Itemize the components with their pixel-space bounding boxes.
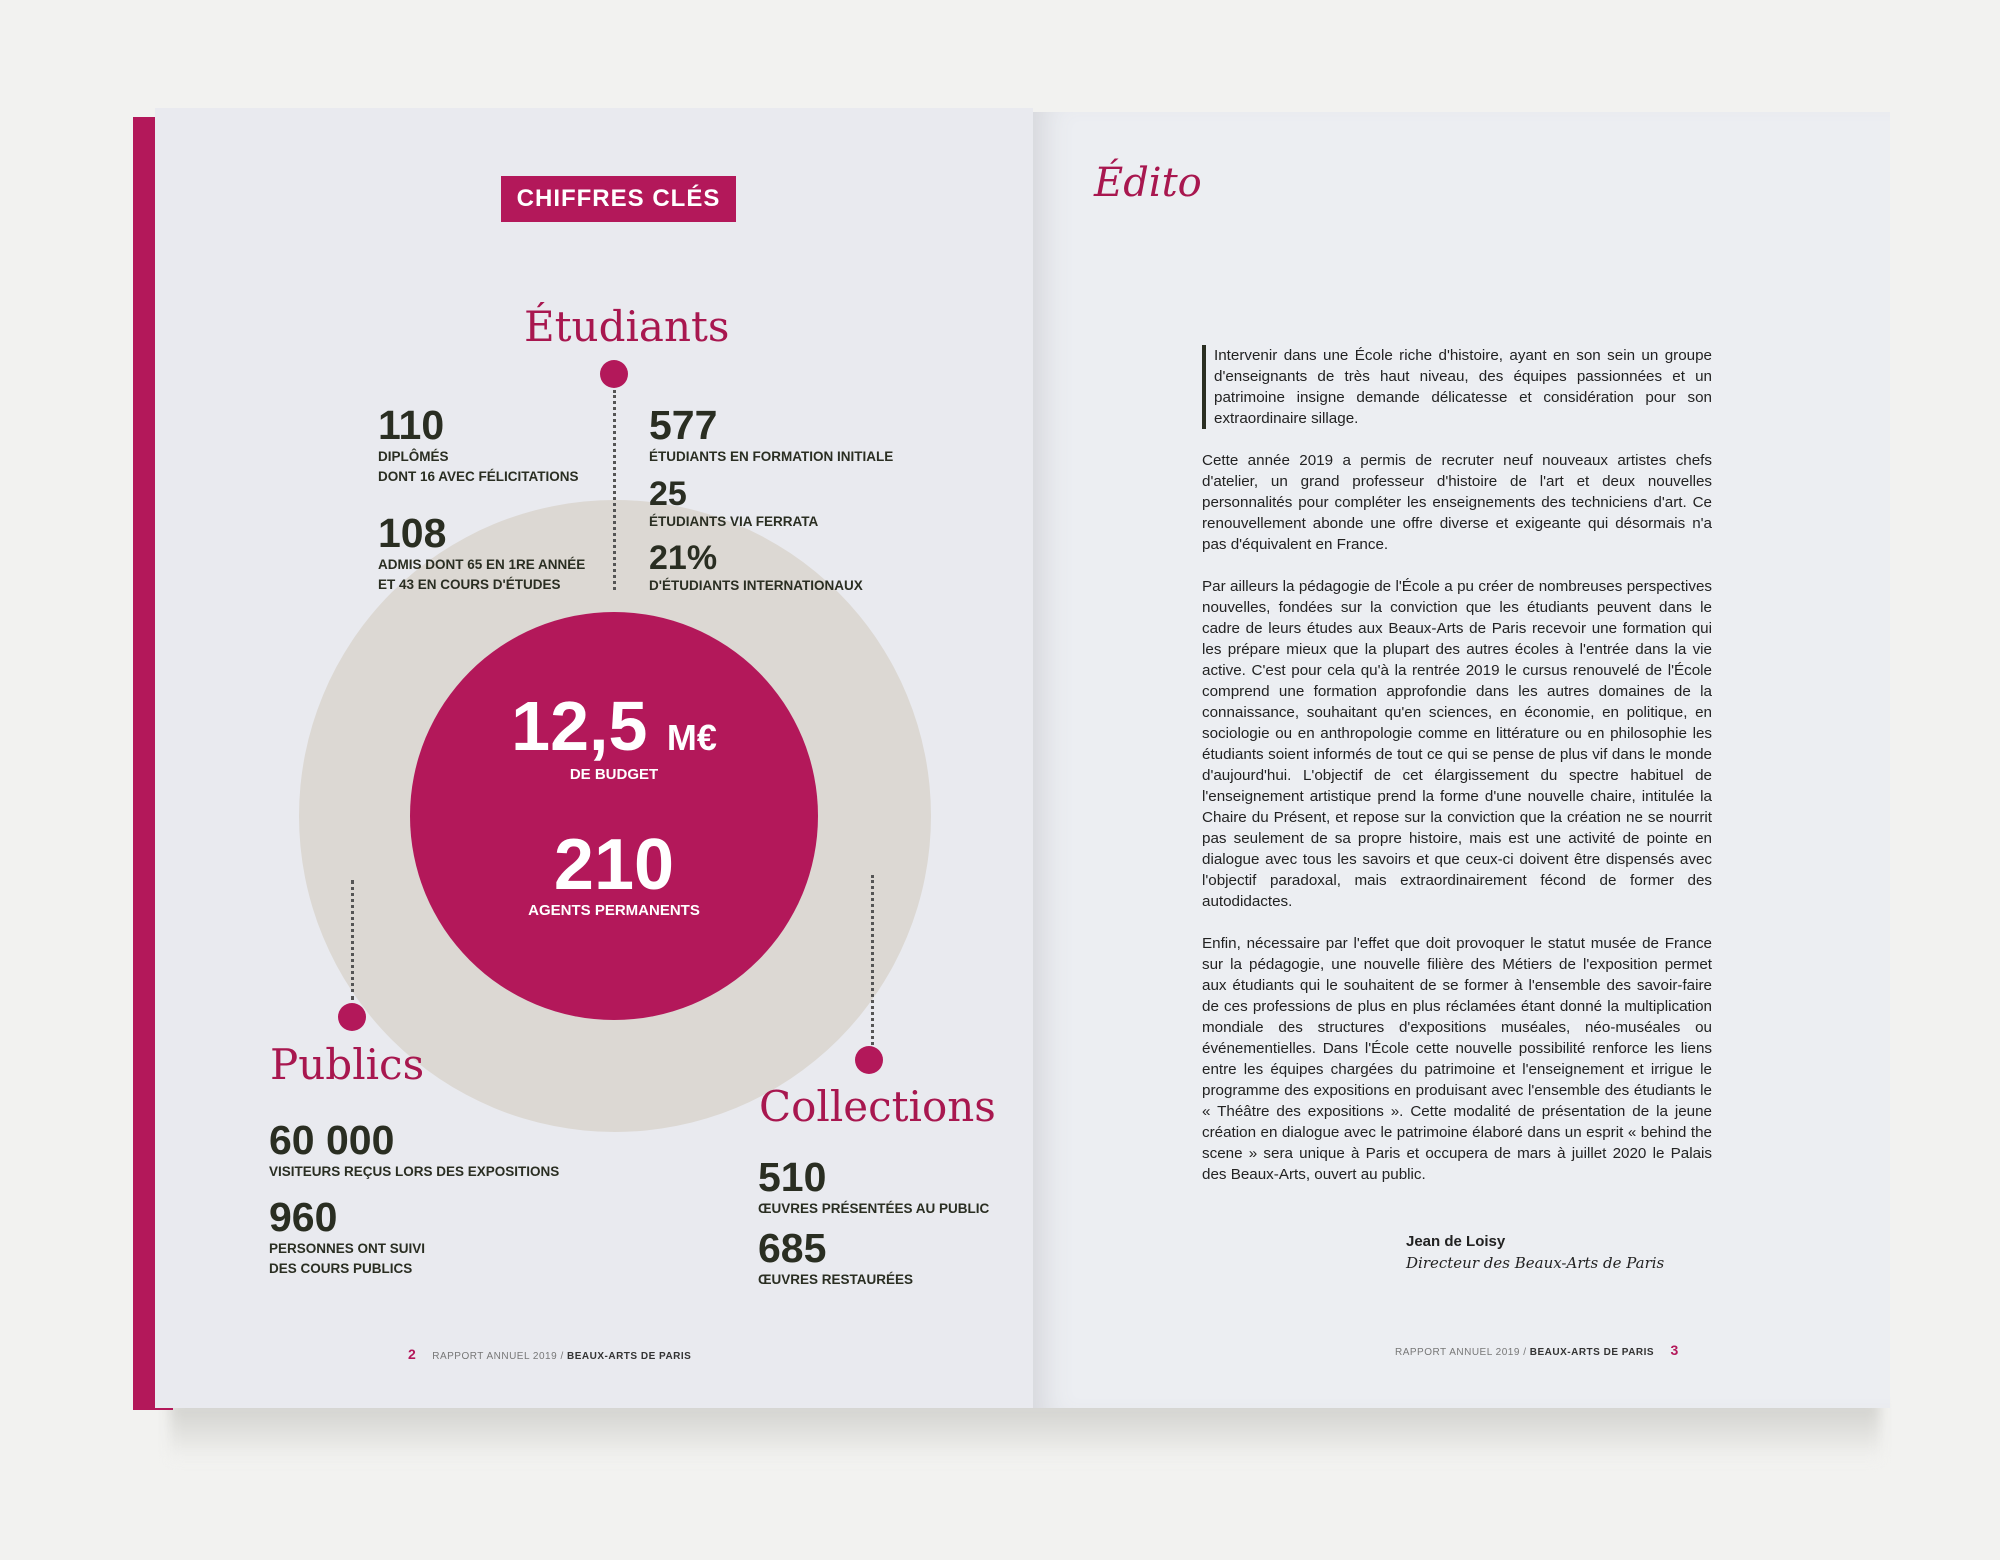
stat-internationaux: 21% D'ÉTUDIANTS INTERNATIONAUX: [649, 540, 863, 596]
signature-name: Jean de Loisy: [1406, 1233, 1506, 1250]
stat-value: 25: [649, 475, 687, 513]
stat-diplomes: 110 DIPLÔMÉS DONT 16 AVEC FÉLICITATIONS: [378, 403, 579, 487]
paragraph: Par ailleurs la pédagogie de l'École a p…: [1202, 578, 1712, 910]
agents-label: AGENTS PERMANENTS: [528, 902, 700, 919]
stat-value: 510: [758, 1154, 827, 1200]
stat-label: ET 43 EN COURS D'ÉTUDES: [378, 577, 561, 592]
publics-title: Publics: [270, 1040, 425, 1089]
footer-report: RAPPORT ANNUEL 2019 /: [432, 1351, 568, 1362]
stat-label: ADMIS DONT 65 EN 1RE ANNÉE: [378, 557, 586, 572]
stat-value: 108: [378, 510, 447, 556]
publics-dotted-line: [351, 880, 354, 1000]
budget-label: DE BUDGET: [569, 766, 659, 783]
left-footer: 2 RAPPORT ANNUEL 2019 / BEAUX-ARTS DE PA…: [408, 1346, 691, 1364]
collections-title: Collections: [759, 1082, 996, 1131]
page-shadow: [170, 1400, 1880, 1460]
footer-report: RAPPORT ANNUEL 2019 /: [1395, 1347, 1530, 1358]
stat-visiteurs: 60 000 VISITEURS REÇUS LORS DES EXPOSITI…: [269, 1118, 559, 1182]
page-number: 2: [408, 1346, 416, 1362]
stat-label: DONT 16 AVEC FÉLICITATIONS: [378, 469, 579, 484]
etudiants-dotted-line: [613, 390, 616, 590]
stat-value: 60 000: [269, 1117, 395, 1163]
signature-role: Directeur des Beaux-Arts de Paris: [1406, 1254, 1665, 1272]
stat-label: ÉTUDIANTS VIA FERRATA: [649, 514, 819, 529]
etudiants-title: Étudiants: [524, 302, 730, 351]
etudiants-dot: [600, 360, 628, 388]
stat-label: ÉTUDIANTS EN FORMATION INITIALE: [649, 449, 894, 464]
footer-institution: BEAUX-ARTS DE PARIS: [567, 1351, 692, 1362]
stat-via-ferrata: 25 ÉTUDIANTS VIA FERRATA: [649, 476, 818, 532]
stat-label: D'ÉTUDIANTS INTERNATIONAUX: [649, 578, 863, 593]
collections-dot: [855, 1046, 883, 1074]
stat-label: PERSONNES ONT SUIVI: [269, 1241, 426, 1256]
stat-oeuvres-restaurees: 685 ŒUVRES RESTAURÉES: [758, 1226, 913, 1290]
stat-label: ŒUVRES PRÉSENTÉES AU PUBLIC: [758, 1201, 990, 1216]
stat-value: 577: [649, 402, 718, 448]
collections-dotted-line: [871, 875, 874, 1045]
stat-value: 685: [758, 1225, 827, 1271]
paragraph: Intervenir dans une École riche d'histoi…: [1202, 345, 1712, 429]
stat-admis: 108 ADMIS DONT 65 EN 1RE ANNÉE ET 43 EN …: [378, 511, 585, 595]
stat-label: DIPLÔMÉS: [378, 449, 449, 464]
chiffres-cles-badge: CHIFFRES CLÉS: [501, 176, 736, 222]
page-number: 3: [1670, 1342, 1679, 1358]
paragraph: Enfin, nécessaire par l'effet que doit p…: [1202, 935, 1712, 1183]
publics-dot: [338, 1003, 366, 1031]
stat-value: 21%: [649, 539, 718, 577]
stat-label: VISITEURS REÇUS LORS DES EXPOSITIONS: [269, 1164, 560, 1179]
stat-cours-publics: 960 PERSONNES ONT SUIVI DES COURS PUBLIC…: [269, 1195, 425, 1279]
right-page: [1033, 112, 1890, 1408]
budget-value: 12,5 M€: [410, 690, 818, 774]
center-circle: [410, 612, 818, 1020]
budget-number: 12,5: [511, 687, 648, 765]
stat-label: ŒUVRES RESTAURÉES: [758, 1272, 914, 1287]
edito-body: Intervenir dans une École riche d'histoi…: [1202, 345, 1712, 1206]
stat-formation-initiale: 577 ÉTUDIANTS EN FORMATION INITIALE: [649, 403, 893, 467]
footer-institution: BEAUX-ARTS DE PARIS: [1529, 1347, 1655, 1358]
agents-value: 210: [553, 825, 675, 905]
stat-value: 110: [378, 402, 445, 448]
paragraph: Cette année 2019 a permis de recruter ne…: [1202, 452, 1712, 553]
stat-label: DES COURS PUBLICS: [269, 1261, 413, 1276]
right-footer: RAPPORT ANNUEL 2019 / BEAUX-ARTS DE PARI…: [1395, 1342, 1678, 1360]
stat-value: 960: [269, 1194, 338, 1240]
edito-title: Édito: [1094, 160, 1202, 206]
stat-oeuvres-presentees: 510 ŒUVRES PRÉSENTÉES AU PUBLIC: [758, 1155, 989, 1219]
budget-unit: M€: [666, 717, 717, 758]
